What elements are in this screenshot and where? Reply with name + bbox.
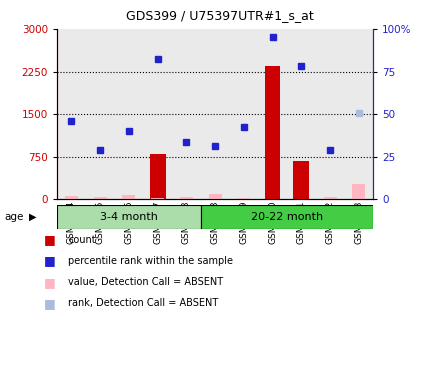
Text: 3-4 month: 3-4 month	[100, 212, 158, 222]
Bar	[143, 29, 172, 199]
Text: ■: ■	[44, 297, 56, 310]
Text: count: count	[68, 235, 95, 245]
Bar	[344, 29, 372, 199]
Text: ▶: ▶	[28, 212, 36, 222]
Bar	[293, 161, 308, 199]
Bar	[65, 196, 78, 199]
Bar	[323, 197, 336, 199]
Text: ■: ■	[44, 233, 56, 246]
Text: ■: ■	[44, 254, 56, 268]
Text: percentile rank within the sample: percentile rank within the sample	[68, 256, 233, 266]
Bar	[315, 29, 344, 199]
Bar	[151, 198, 164, 199]
Bar	[264, 66, 280, 199]
Bar	[57, 29, 85, 199]
Bar	[200, 205, 372, 229]
Bar	[286, 29, 315, 199]
Bar	[237, 198, 250, 199]
Bar	[85, 29, 114, 199]
Text: GDS399 / U75397UTR#1_s_at: GDS399 / U75397UTR#1_s_at	[125, 9, 313, 22]
Bar	[149, 154, 165, 199]
Bar	[200, 29, 229, 199]
Bar	[93, 197, 106, 199]
Text: ■: ■	[44, 276, 56, 289]
Text: value, Detection Call = ABSENT: value, Detection Call = ABSENT	[68, 277, 223, 287]
Text: 20-22 month: 20-22 month	[250, 212, 322, 222]
Bar	[352, 184, 364, 199]
Bar	[172, 29, 200, 199]
Bar	[258, 29, 286, 199]
Text: age: age	[4, 212, 24, 222]
Bar	[114, 29, 143, 199]
Bar	[57, 205, 200, 229]
Bar	[229, 29, 258, 199]
Bar	[208, 194, 221, 199]
Bar	[180, 197, 192, 199]
Text: rank, Detection Call = ABSENT: rank, Detection Call = ABSENT	[68, 298, 218, 309]
Bar	[122, 195, 135, 199]
